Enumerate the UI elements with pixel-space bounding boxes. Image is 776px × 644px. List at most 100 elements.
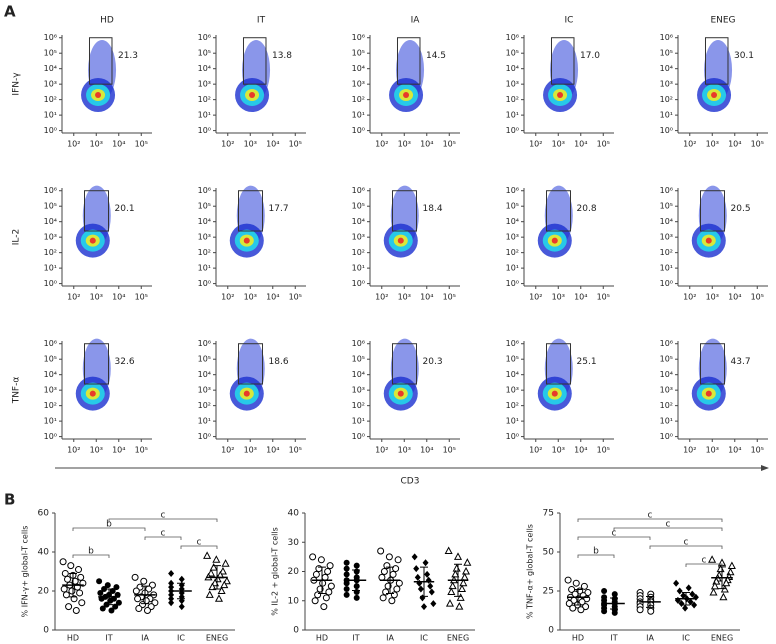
point — [221, 559, 230, 567]
y-tick-label: 10¹ — [506, 264, 519, 273]
y-tick-label: 10⁰ — [44, 432, 57, 441]
y-tick-label: 10⁵ — [352, 202, 365, 211]
x-tick-label: 10³ — [90, 293, 103, 302]
point — [601, 588, 608, 594]
y-tick-label: 10⁶ — [44, 186, 57, 195]
density-cloud — [705, 390, 712, 397]
x-tick-label: 10² — [221, 293, 234, 302]
point — [353, 568, 360, 575]
y-tick-label: 0 — [293, 626, 299, 636]
y-tick-label: 10⁵ — [660, 355, 673, 364]
x-tick-label: 10³ — [706, 446, 719, 455]
sd-bar — [682, 592, 690, 606]
x-tick-label: 10² — [221, 446, 234, 455]
point — [99, 605, 106, 612]
point — [208, 582, 217, 591]
x-tick-label: 10⁴ — [574, 446, 587, 455]
y-tick-label: 10³ — [660, 233, 673, 242]
x-tick-label: ENEG — [447, 634, 469, 643]
y-tick-label: 10⁰ — [198, 279, 211, 288]
sd-bar — [177, 582, 185, 600]
x-tick-label: 10³ — [244, 293, 257, 302]
density-cloud — [249, 91, 256, 98]
y-tick-label: 10² — [352, 95, 365, 104]
y-tick-label: 10⁶ — [506, 33, 519, 42]
point — [353, 562, 360, 569]
point — [178, 575, 185, 583]
gate — [700, 190, 726, 232]
x-tick-label: 10² — [221, 140, 234, 149]
x-tick-label: 10⁴ — [266, 446, 279, 455]
point — [327, 582, 335, 590]
x-tick-label: 10⁴ — [728, 446, 741, 455]
gate — [238, 190, 264, 232]
gate — [84, 190, 110, 232]
point — [131, 573, 139, 581]
x-tick-label: HD — [316, 634, 328, 643]
significance-label: c — [161, 529, 166, 539]
point — [708, 555, 717, 563]
gate — [546, 343, 572, 385]
x-tick-label: 10⁵ — [597, 446, 610, 455]
y-tick-label: 10² — [198, 248, 211, 257]
sd-bar — [420, 566, 428, 597]
significance-label: c — [612, 529, 617, 539]
y-tick-label: 10⁶ — [198, 339, 211, 348]
y-tick-label: 10⁶ — [352, 339, 365, 348]
point — [168, 595, 175, 603]
point — [76, 589, 84, 597]
point — [722, 578, 731, 587]
point — [389, 570, 397, 578]
y-tick-label: 10⁰ — [506, 432, 519, 441]
point — [689, 590, 696, 598]
point — [134, 595, 142, 603]
point — [353, 588, 360, 595]
y-tick-label: 20 — [38, 587, 50, 597]
sd-bar — [610, 597, 618, 610]
point — [209, 563, 218, 571]
y-tick-label: 10⁶ — [352, 33, 365, 42]
density-cloud — [397, 390, 404, 397]
point — [324, 568, 332, 575]
y-tick-label: 10⁴ — [44, 217, 57, 226]
point — [709, 587, 718, 596]
y-tick-label: 10⁴ — [198, 217, 211, 226]
point — [414, 573, 421, 581]
point — [727, 561, 736, 570]
point — [687, 598, 694, 606]
y-tick-label: 10⁶ — [352, 186, 365, 195]
point — [213, 574, 222, 583]
column-title: IT — [257, 16, 266, 26]
x-tick-label: 10⁴ — [112, 140, 125, 149]
point — [214, 594, 224, 602]
x-tick-label: 10⁴ — [420, 140, 433, 149]
point — [388, 597, 396, 605]
x-tick-label: IT — [105, 634, 112, 643]
y-tick-label: 10⁰ — [352, 279, 365, 288]
x-tick-label: 10³ — [398, 446, 411, 455]
point — [379, 594, 387, 602]
y-tick-label: 10¹ — [44, 111, 57, 120]
significance-bracket — [649, 545, 723, 549]
point — [343, 571, 350, 578]
point — [395, 579, 403, 587]
y-tick-label: 10⁴ — [660, 217, 673, 226]
point — [218, 566, 227, 575]
sd-bar — [141, 585, 149, 605]
gate — [84, 343, 110, 385]
y-axis-label: % TNF-α+ global-T cells — [526, 524, 535, 619]
x-tick-label: 10² — [529, 140, 542, 149]
y-tick-label: 10⁵ — [198, 355, 211, 364]
x-tick-label: 10³ — [552, 446, 565, 455]
y-tick-label: 40 — [38, 548, 50, 558]
y-tick-label: 10² — [44, 401, 57, 410]
point — [205, 590, 214, 598]
y-tick-label: 10⁶ — [660, 33, 673, 42]
point — [572, 579, 580, 587]
x-tick-label: IA — [141, 634, 149, 643]
x-tick-label: 10⁴ — [112, 446, 125, 455]
x-tick-label: HD — [67, 634, 79, 643]
point — [104, 582, 111, 589]
point — [452, 564, 461, 572]
point — [419, 594, 426, 602]
